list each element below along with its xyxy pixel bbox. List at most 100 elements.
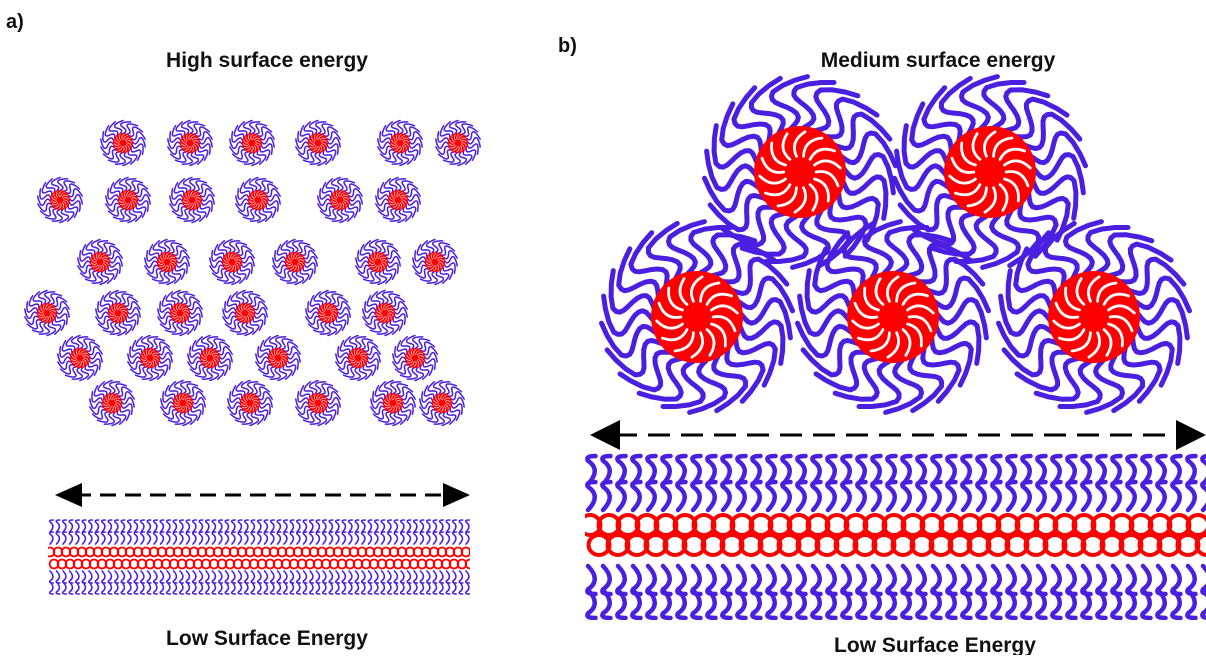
core (140, 348, 160, 368)
ligand-hook (368, 520, 372, 532)
ligand-hook (459, 520, 463, 532)
ligand-hook (115, 571, 119, 583)
ligand-hook (440, 520, 444, 532)
ligand-hook (466, 532, 470, 544)
ligand-hook (115, 582, 119, 594)
ligand-hook (394, 520, 398, 532)
ligand-hook (440, 582, 444, 594)
ligand-hook (180, 532, 184, 544)
ligand-hook (316, 520, 320, 532)
ligand (199, 144, 210, 154)
ligand-hook (290, 520, 294, 532)
ligand-hook (89, 520, 93, 532)
ligand-hook (349, 571, 353, 583)
ligand-hook (1202, 482, 1206, 510)
ligand-hook (167, 582, 171, 594)
nanoparticle (230, 121, 274, 166)
panel-title: High surface energy (166, 49, 368, 72)
ligand (298, 392, 309, 402)
ligand-hook (76, 520, 80, 532)
ligand-hook (310, 520, 314, 532)
ligand (438, 132, 449, 142)
ligand-hook (453, 520, 457, 532)
nanoparticle (128, 336, 172, 381)
ligand-hook (381, 571, 385, 583)
ligand-hook (368, 532, 372, 544)
core (242, 133, 262, 153)
ligand-hook (128, 571, 132, 583)
core (118, 190, 138, 210)
ligand-hook (199, 520, 203, 532)
ligand-hook (193, 520, 197, 532)
ligand-hook (134, 520, 138, 532)
ligand-hook (108, 520, 112, 532)
ligand (358, 251, 369, 261)
ligand-hook (342, 571, 346, 583)
ligand-hook (180, 520, 184, 532)
ligand (308, 302, 319, 312)
ligand-hook (342, 520, 346, 532)
ligand-hook (407, 532, 411, 544)
ligand-hook (271, 571, 275, 583)
ligand-hook (1007, 482, 1015, 510)
ligand-hook (453, 582, 457, 594)
ligand (422, 392, 433, 402)
ligand-hook (167, 571, 171, 583)
ligand-hook (82, 520, 86, 532)
ligand-hook (1112, 482, 1120, 510)
ligand (275, 251, 286, 261)
ligand (365, 302, 376, 312)
ligand-hook (368, 582, 372, 594)
ligand-hook (1082, 482, 1090, 510)
ligand-hook (349, 532, 353, 544)
ligand-hook (219, 571, 223, 583)
ligand-hook (932, 482, 940, 510)
ligand (121, 404, 132, 414)
ligand-hook (316, 582, 320, 594)
core (318, 303, 338, 323)
panel-label: a) (6, 11, 24, 33)
ligand-hook (154, 532, 158, 544)
ligand-hook (277, 571, 281, 583)
ligand-hook (453, 532, 457, 544)
ligand-hook (388, 571, 392, 583)
ligand-hook (89, 582, 93, 594)
ligand (89, 359, 100, 369)
ligand-hook (375, 520, 379, 532)
ligand-hook (427, 571, 431, 583)
ligand-hook (186, 520, 190, 532)
ligand (238, 189, 249, 199)
ligand-hook (63, 571, 67, 583)
ligand-hook (128, 520, 132, 532)
ligand-hook (329, 571, 333, 583)
ligand-hook (362, 571, 366, 583)
ligand-hook (420, 532, 424, 544)
ligand-hook (401, 582, 405, 594)
ligand-hook (440, 571, 444, 583)
ligand-hook (95, 520, 99, 532)
ligand (189, 314, 200, 324)
ligand-hook (206, 532, 210, 544)
ligand-hook (407, 571, 411, 583)
ligand-hook (251, 571, 255, 583)
ligand-hook (121, 532, 125, 544)
ligand-hook (459, 571, 463, 583)
ligand-hook (647, 482, 655, 510)
ligand-hook (258, 532, 262, 544)
ligand-hook (206, 582, 210, 594)
ligand-hook (812, 482, 820, 510)
ligand-hook (76, 571, 80, 583)
ligand-hook (962, 482, 970, 510)
ligand-hook (420, 520, 424, 532)
ligand-hook (414, 532, 418, 544)
ligand-hook (245, 532, 249, 544)
ligand-hook (1157, 482, 1165, 510)
ligand-hook (407, 520, 411, 532)
ligand-hook (375, 582, 379, 594)
core (235, 303, 255, 323)
ligand (338, 347, 349, 357)
ligand-hook (303, 571, 307, 583)
ligand-hook (69, 532, 73, 544)
ligand-hook (264, 571, 268, 583)
ligand-hook (446, 532, 450, 544)
